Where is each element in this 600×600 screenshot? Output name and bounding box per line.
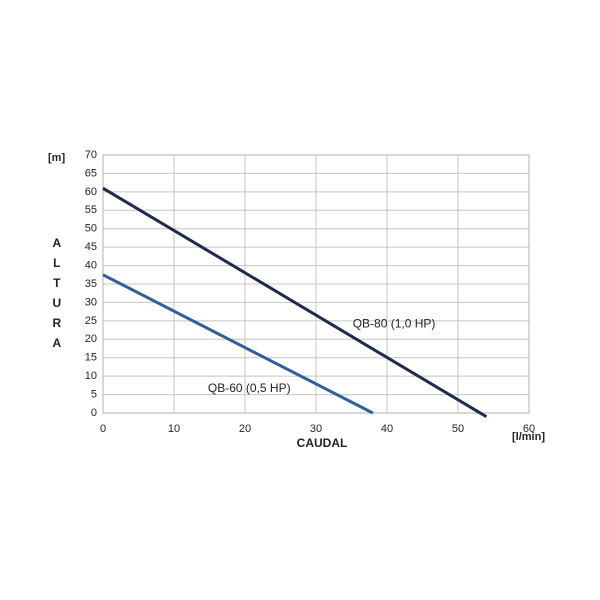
y-tick-label: 70 <box>85 149 97 161</box>
y-tick-label: 50 <box>85 223 97 235</box>
series-label: QB-80 (1,0 HP) <box>353 317 436 331</box>
x-tick-label: 60 <box>523 423 535 435</box>
x-tick-label: 50 <box>452 423 464 435</box>
y-tick-label: 35 <box>85 278 97 290</box>
y-axis-label: ALTURA <box>50 236 64 356</box>
x-axis-label: CAUDAL <box>297 436 348 450</box>
y-tick-label: 60 <box>85 186 97 198</box>
y-tick-label: 20 <box>85 333 97 345</box>
y-tick-label: 30 <box>85 296 97 308</box>
y-tick-label: 65 <box>85 167 97 179</box>
y-tick-label: 10 <box>85 370 97 382</box>
series-line <box>102 186 488 418</box>
y-tick-label: 40 <box>85 259 97 271</box>
series-line <box>102 273 374 415</box>
x-tick-label: 20 <box>239 423 251 435</box>
y-tick-label: 5 <box>91 388 97 400</box>
x-tick-label: 0 <box>100 423 106 435</box>
x-tick-label: 30 <box>310 423 322 435</box>
series-label: QB-60 (0,5 HP) <box>208 381 291 395</box>
x-unit: [l/min] <box>512 431 545 443</box>
y-tick-label: 15 <box>85 352 97 364</box>
y-unit: [m] <box>48 152 65 164</box>
x-tick-label: 10 <box>168 423 180 435</box>
plot-frame <box>102 154 530 414</box>
y-tick-label: 0 <box>91 407 97 419</box>
x-tick-label: 40 <box>381 423 393 435</box>
y-tick-label: 55 <box>85 204 97 216</box>
y-tick-label: 45 <box>85 241 97 253</box>
y-tick-label: 25 <box>85 315 97 327</box>
